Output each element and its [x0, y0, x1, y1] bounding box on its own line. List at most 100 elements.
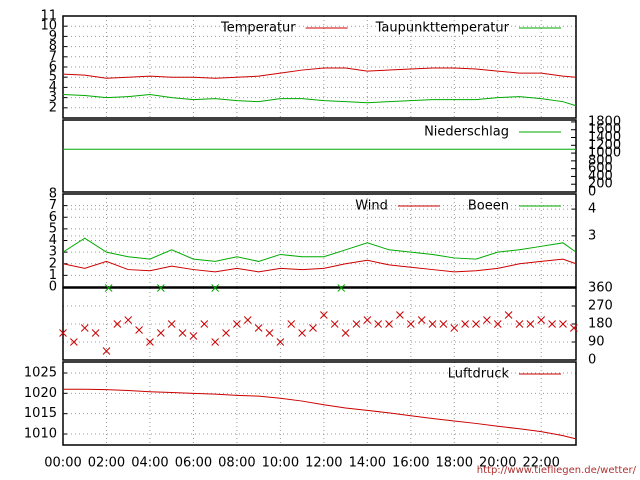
- y-tick-label: 9: [49, 29, 57, 44]
- y-tick-label: 11: [40, 9, 57, 24]
- y-tick-label: 1010: [24, 427, 57, 442]
- cross-point: [439, 320, 448, 328]
- y2-tick-label: 90: [588, 335, 605, 350]
- series-line: [62, 67, 577, 79]
- x-tick-label: 20:00: [479, 456, 516, 471]
- cross-point: [406, 320, 415, 328]
- cross-point: [104, 284, 113, 292]
- source-url: http://www.tiefliegen.de/wetter/: [477, 465, 637, 476]
- cross-point: [309, 324, 317, 332]
- series-line: [62, 94, 577, 107]
- legend-label: Boeen: [468, 199, 509, 214]
- x-tick-label: 16:00: [392, 456, 429, 471]
- cross-point: [450, 324, 459, 332]
- cross-point: [189, 332, 198, 340]
- cross-point: [515, 320, 524, 328]
- cross-point: [341, 329, 350, 337]
- y-tick-label: 0: [49, 280, 57, 295]
- cross-point: [102, 347, 111, 355]
- panel-frame: [62, 287, 577, 361]
- y2-tick-label: 600: [588, 161, 613, 176]
- panel-frame: [62, 15, 577, 119]
- y-tick-label: 5: [49, 70, 57, 85]
- cross-point: [265, 329, 274, 337]
- cross-point: [59, 329, 67, 337]
- y2-tick-label: 3: [588, 228, 596, 243]
- y-tick-label: 1025: [24, 365, 57, 380]
- x-tick-label: 22:00: [522, 456, 559, 471]
- cross-point: [287, 320, 296, 328]
- cross-point: [569, 324, 578, 332]
- cross-point: [156, 329, 165, 337]
- cross-point: [385, 320, 393, 328]
- y-tick-label: 8: [49, 187, 57, 202]
- cross-point: [200, 320, 209, 328]
- cross-point: [559, 320, 567, 328]
- y-tick-label: 6: [49, 210, 57, 225]
- y-tick-label: 5: [49, 221, 57, 236]
- cross-point: [91, 329, 100, 337]
- x-tick-label: 02:00: [88, 456, 125, 471]
- cross-point: [211, 338, 220, 346]
- series-line: [62, 258, 577, 273]
- y2-tick-label: 4: [588, 202, 596, 217]
- cross-point: [374, 320, 383, 328]
- y2-tick-label: 1800: [588, 114, 621, 129]
- panel-frame: [62, 361, 577, 446]
- cross-point: [428, 320, 437, 328]
- legend-label: Wind: [355, 199, 388, 214]
- cross-point: [233, 320, 241, 328]
- y-tick-label: 1020: [24, 386, 57, 401]
- x-tick-label: 18:00: [436, 456, 473, 471]
- y-tick-label: 8: [49, 39, 57, 54]
- y-tick-label: 1: [49, 268, 57, 283]
- x-tick-label: 10:00: [262, 456, 299, 471]
- y-tick-label: 1015: [24, 406, 57, 421]
- cross-point: [298, 329, 306, 337]
- cross-point: [472, 320, 480, 328]
- cross-point: [537, 316, 546, 324]
- x-tick-label: 04:00: [131, 456, 168, 471]
- y2-tick-label: 0: [588, 353, 596, 368]
- y-tick-label: 4: [49, 233, 57, 248]
- cross-point: [178, 329, 187, 337]
- cross-point: [254, 324, 263, 332]
- cross-point: [222, 329, 230, 337]
- y-tick-label: 10: [40, 19, 57, 34]
- cross-point: [135, 326, 143, 334]
- y2-tick-label: 200: [588, 177, 613, 192]
- cross-point: [493, 320, 502, 328]
- y2-tick-label: 1200: [588, 138, 621, 153]
- cross-point: [330, 320, 339, 328]
- cross-point: [483, 316, 491, 324]
- y2-tick-label: 180: [588, 317, 613, 332]
- y-tick-label: 2: [49, 256, 57, 271]
- cross-point: [461, 320, 469, 328]
- y-tick-label: 4: [49, 80, 57, 95]
- cross-point: [211, 284, 220, 292]
- panel-frame: [62, 119, 577, 193]
- y2-tick-label: 800: [588, 153, 613, 168]
- x-tick-label: 14:00: [349, 456, 386, 471]
- y-tick-label: 7: [49, 49, 57, 64]
- legend-label: Taupunkttemperatur: [375, 21, 510, 36]
- legend-label: Temperatur: [220, 21, 296, 36]
- cross-point: [363, 316, 372, 324]
- y2-tick-label: 360: [588, 281, 613, 296]
- y-tick-label: 3: [49, 90, 57, 105]
- x-tick-label: 06:00: [175, 456, 212, 471]
- y-tick-label: 3: [49, 245, 57, 260]
- cross-point: [113, 320, 122, 328]
- cross-point: [80, 324, 89, 332]
- y2-tick-label: 1600: [588, 122, 621, 137]
- cross-point: [146, 338, 154, 346]
- y2-tick-label: 0: [588, 185, 596, 200]
- cross-point: [276, 338, 285, 346]
- legend-label: Niederschlag: [424, 125, 509, 140]
- cross-point: [504, 311, 513, 319]
- panel-frame: [62, 193, 577, 288]
- x-tick-label: 00:00: [44, 456, 81, 471]
- cross-point: [243, 316, 252, 324]
- legend-label: Luftdruck: [448, 367, 510, 382]
